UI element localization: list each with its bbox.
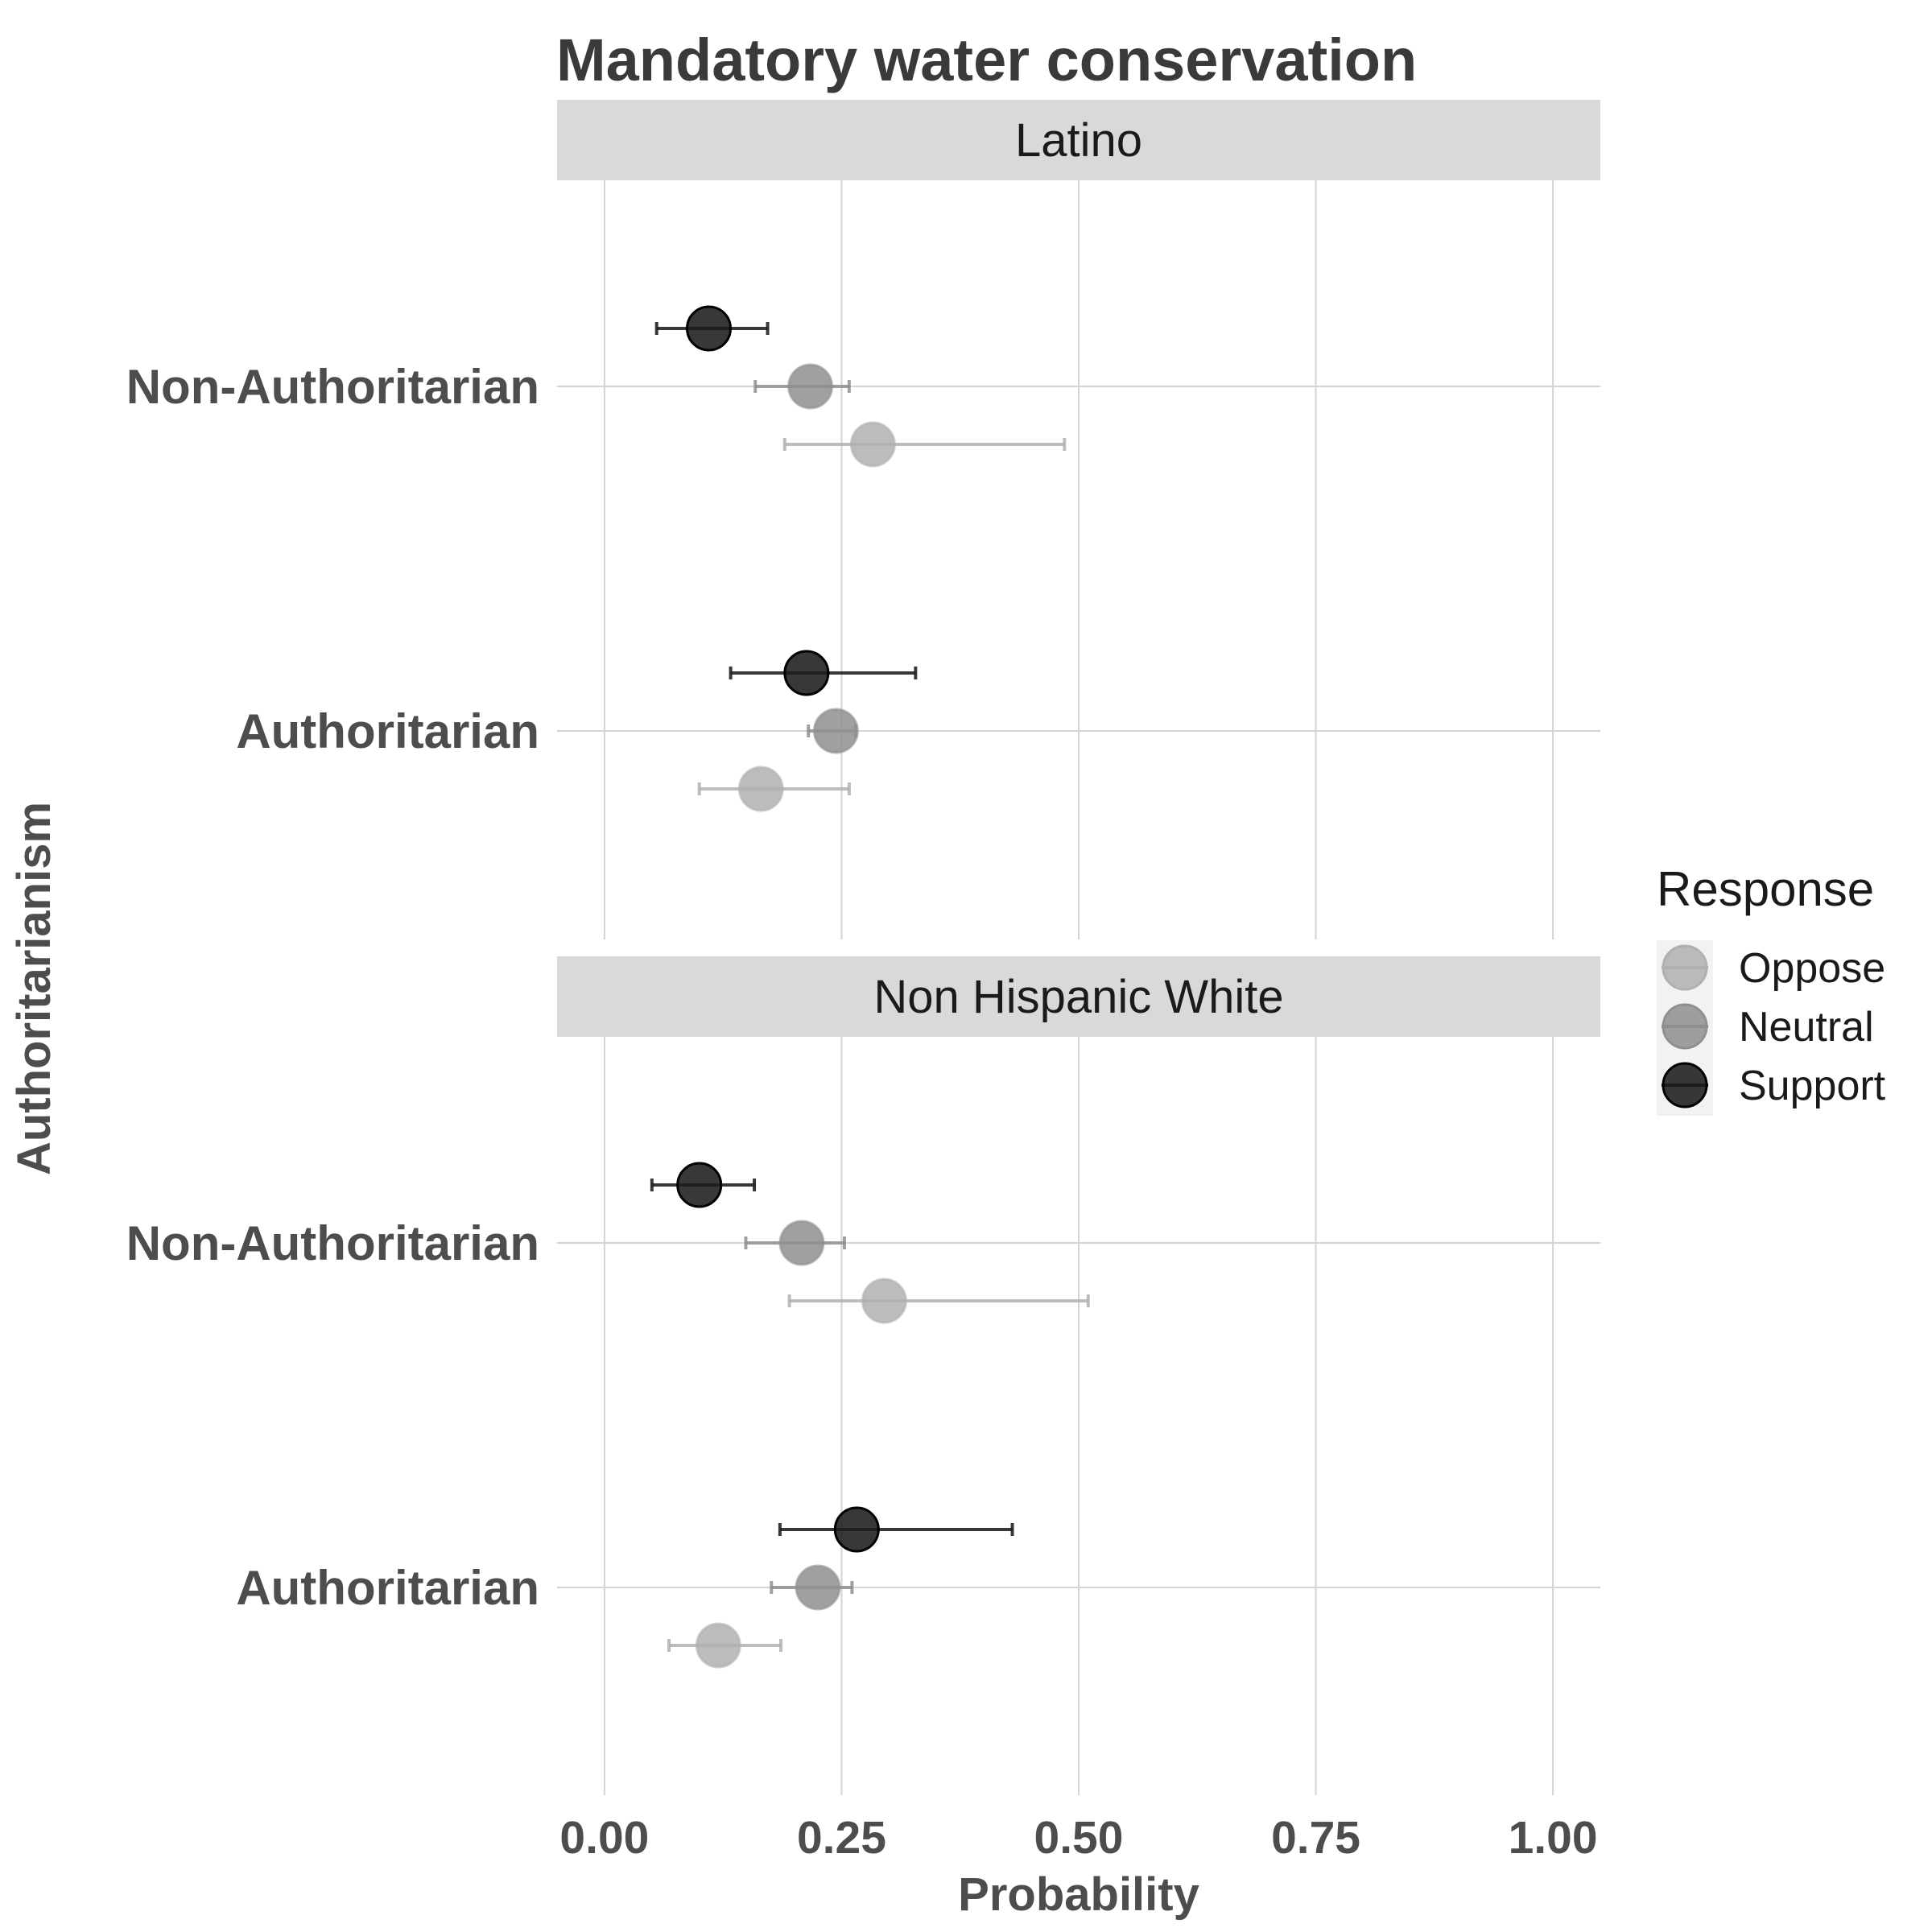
legend-entries: Oppose Neutral Support [1662,944,1886,1109]
point-marker [737,766,784,812]
legend: Response Oppose Neutral Support [1657,862,1886,1116]
legend-label: Oppose [1739,945,1885,992]
panels: LatinoNon-AuthoritarianAuthoritarianNon … [126,100,1600,1795]
y-tick-label: Authoritarian [236,704,539,758]
panel-1: Latino Non-Authoritarian Authoritarian [126,100,1600,939]
legend-entry-neutral: Neutral [1662,1003,1874,1051]
facet-strip-label: Non Hispanic White [873,971,1283,1023]
x-tick-label: 0.75 [1271,1812,1360,1864]
point-oppose [782,421,1067,468]
panel-2: Non Hispanic White Non-Authoritarian Autho… [126,956,1600,1795]
point-oppose [667,1622,783,1669]
x-tick-label: 0.25 [797,1812,886,1864]
x-tick-label: 1.00 [1509,1812,1598,1864]
point-oppose [697,766,851,812]
point-support [650,1162,757,1208]
x-axis-title: Probability [958,1868,1199,1921]
x-tick-label: 0.50 [1034,1812,1124,1864]
point-marker [783,650,830,696]
point-marker [686,305,733,352]
y-tick-label: Non-Authoritarian [126,1216,539,1270]
point-support [729,650,918,696]
x-axis: 0.00 0.25 0.50 0.75 1.00 [559,1812,1597,1864]
chart-title: Mandatory water conservation [556,27,1417,93]
point-neutral [770,1564,854,1611]
point-marker [787,363,834,410]
point-marker [676,1162,723,1208]
point-marker [778,1220,825,1266]
y-axis-title: Authoritarianism [8,802,60,1175]
y-tick-label: Non-Authoritarian [126,360,539,414]
y-tick-label: Authoritarian [236,1561,539,1615]
facet-strip-label: Latino [1015,114,1142,167]
point-oppose [787,1278,1090,1324]
facet-strip [557,100,1600,180]
point-marker [795,1564,841,1611]
legend-label: Support [1739,1063,1886,1109]
facet-strip [557,956,1600,1037]
point-marker [812,708,859,754]
point-neutral [807,708,859,754]
point-support [654,305,770,352]
point-neutral [753,363,851,410]
x-tick-label: 0.00 [559,1812,649,1864]
legend-label: Neutral [1739,1004,1874,1051]
point-marker [833,1506,880,1553]
legend-marker [1662,944,1708,991]
point-support [778,1506,1014,1553]
legend-marker [1662,1062,1708,1108]
point-neutral [744,1220,846,1266]
legend-entry-support: Support [1662,1062,1886,1109]
point-marker [861,1278,907,1324]
point-marker [849,421,896,468]
legend-entry-oppose: Oppose [1662,944,1885,992]
legend-marker [1662,1003,1708,1050]
legend-title: Response [1657,862,1874,916]
point-marker [695,1622,741,1669]
